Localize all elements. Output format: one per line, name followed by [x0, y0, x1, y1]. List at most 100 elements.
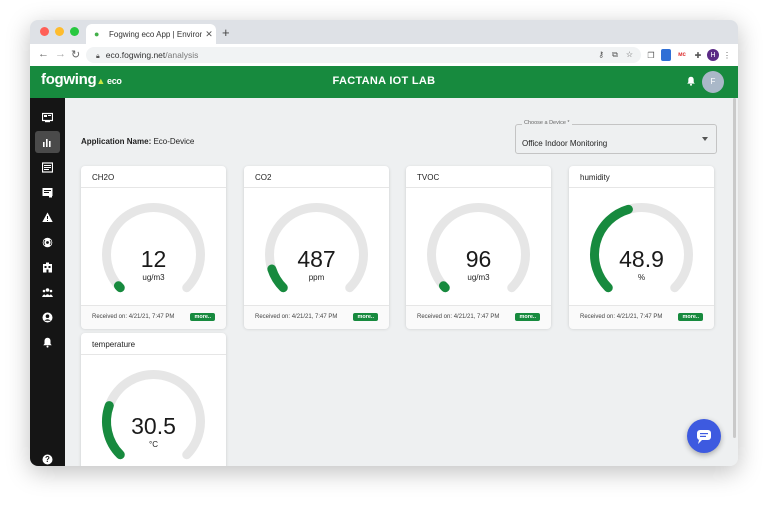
sensor-card-ch2o: CH2O 12 ug/m3 Received on: 4/21/21, 7:47 PM…: [81, 166, 226, 329]
card-divider: [81, 187, 226, 188]
scrollbar[interactable]: [733, 98, 736, 438]
gauge-fill: [267, 264, 288, 293]
gauge-unit: ppm: [308, 273, 325, 282]
gauge-value: 12: [140, 246, 167, 272]
received-timestamp: Received on: 4/21/21, 7:47 PM: [417, 314, 500, 320]
sidebar-item-signals[interactable]: [35, 231, 60, 253]
application-name-label: Application Name:: [81, 137, 152, 146]
browser-window: ● Fogwing eco App | Environme ✕ + ← → ↻ …: [30, 20, 738, 466]
notifications-bell-icon[interactable]: [686, 76, 696, 86]
browser-menu-icon[interactable]: ⋮: [723, 50, 731, 60]
sidebar-item-users[interactable]: [35, 281, 60, 303]
received-timestamp: Received on: 4/21/21, 7:47 PM: [580, 314, 663, 320]
more-button[interactable]: more..: [515, 313, 540, 321]
gauge-track: [427, 203, 530, 293]
fogwing-favicon-icon: ●: [94, 29, 100, 39]
sidebar-item-dashboard[interactable]: [35, 106, 60, 128]
sensor-card-co2: CO2 487 ppm Received on: 4/21/21, 7:47 PM mo…: [244, 166, 389, 329]
app-header: fogwing▲ eco FACTANA IOT LAB F: [30, 66, 738, 98]
chat-bubble-icon: [697, 430, 711, 444]
card-title: CO2: [255, 173, 272, 182]
more-button[interactable]: more..: [353, 313, 378, 321]
gauge-unit: °C: [149, 440, 158, 449]
sensor-card-humidity: humidity 48.9% Received on: 4/21/21, 7:47 …: [569, 166, 714, 329]
sidebar-item-help[interactable]: ?: [35, 448, 60, 466]
card-footer: Received on: 4/21/21, 7:47 PM more..: [406, 305, 551, 329]
gauge-unit: %: [637, 273, 646, 282]
url-path: /analysis: [165, 50, 199, 60]
url-bar[interactable]: 🔒︎ eco.fogwing.net/analysis ⚷ ⧉ ☆: [86, 47, 641, 63]
notifications-bell-icon: [43, 337, 52, 348]
card-divider: [244, 187, 389, 188]
building-icon: [43, 262, 52, 272]
gauge-value: 487: [297, 246, 336, 272]
new-tab-button[interactable]: +: [222, 25, 230, 40]
browser-toolbar: ← → ↻ 🔒︎ eco.fogwing.net/analysis ⚷ ⧉ ☆ ❐…: [30, 44, 738, 67]
minimize-window-button[interactable]: [55, 27, 64, 36]
card-divider: [569, 187, 714, 188]
dropdown-arrow-icon: [702, 137, 708, 141]
card-divider: [81, 354, 226, 355]
sidebar-item-alerts[interactable]: [35, 206, 60, 228]
key-icon[interactable]: ⚷: [598, 50, 605, 59]
gauge-value: 96: [465, 246, 492, 272]
bookmark-star-icon[interactable]: ☆: [625, 50, 633, 59]
extensions-puzzle-icon[interactable]: ✚: [694, 50, 702, 60]
sidebar-item-reports[interactable]: [35, 181, 60, 203]
reports-icon: [42, 187, 53, 197]
sensor-card-tvoc: TVOC 96 ug/m3 Received on: 4/21/21, 7:47 PM…: [406, 166, 551, 329]
card-title: temperature: [92, 340, 136, 349]
signal-icon: [42, 237, 53, 247]
sidebar-item-notifications[interactable]: [35, 331, 60, 353]
gauge: [265, 203, 368, 293]
browser-tab[interactable]: ● Fogwing eco App | Environme ✕: [86, 24, 216, 44]
window-controls: [40, 27, 79, 36]
alert-warning-icon: [42, 212, 53, 222]
gauge-fill: [102, 401, 125, 460]
sidebar-item-analysis[interactable]: [35, 131, 60, 153]
main-content: Application Name: Eco-Device Choose a De…: [65, 98, 738, 466]
extension-icon[interactable]: ᴍᴄ: [678, 52, 686, 58]
gauge-fill: [113, 281, 125, 293]
extension-icon[interactable]: ❐: [647, 50, 655, 60]
gauge-fill: [438, 281, 450, 293]
sidebar-item-devices[interactable]: [35, 156, 60, 178]
sidebar-item-account[interactable]: [35, 306, 60, 328]
chat-button[interactable]: [687, 419, 721, 453]
profile-avatar[interactable]: H: [707, 49, 719, 61]
user-avatar[interactable]: F: [702, 71, 724, 93]
help-icon: ?: [42, 454, 53, 464]
application-name: Application Name: Eco-Device: [81, 137, 194, 146]
card-title: humidity: [580, 173, 610, 182]
card-title: TVOC: [417, 173, 440, 182]
close-tab-icon[interactable]: ✕: [205, 28, 213, 39]
close-window-button[interactable]: [40, 27, 49, 36]
gauge-fill: [590, 204, 633, 293]
gauge-value: 30.5: [131, 413, 176, 439]
back-arrow-icon[interactable]: ←: [38, 48, 49, 60]
application-name-value: Eco-Device: [151, 137, 195, 146]
card-footer: Received on: 4/21/21, 7:47 PM more..: [569, 305, 714, 329]
dashboard-icon: [42, 112, 53, 122]
received-timestamp: Received on: 4/21/21, 7:47 PM: [92, 314, 175, 320]
sidebar-item-locations[interactable]: [35, 256, 60, 278]
card-divider: [406, 187, 551, 188]
devices-list-icon: [42, 161, 53, 173]
forward-arrow-icon[interactable]: →: [55, 48, 66, 60]
more-button[interactable]: more..: [190, 313, 215, 321]
app-title: FACTANA IOT LAB: [332, 75, 436, 87]
device-select-value: Office Indoor Monitoring: [522, 139, 608, 148]
extension-icon[interactable]: [661, 49, 671, 61]
gauge: [590, 203, 693, 293]
gauge-track: [102, 203, 205, 293]
gauge-unit: ug/m3: [467, 273, 490, 282]
users-group-icon: [42, 287, 53, 297]
fogwing-logo[interactable]: fogwing▲ eco: [41, 71, 122, 88]
sidebar: ?: [30, 98, 65, 466]
share-icon[interactable]: ⧉: [612, 50, 618, 59]
device-select[interactable]: Choose a Device * Office Indoor Monitori…: [515, 120, 717, 154]
more-button[interactable]: more..: [678, 313, 703, 321]
reload-icon[interactable]: ↻: [71, 49, 81, 61]
maximize-window-button[interactable]: [70, 27, 79, 36]
